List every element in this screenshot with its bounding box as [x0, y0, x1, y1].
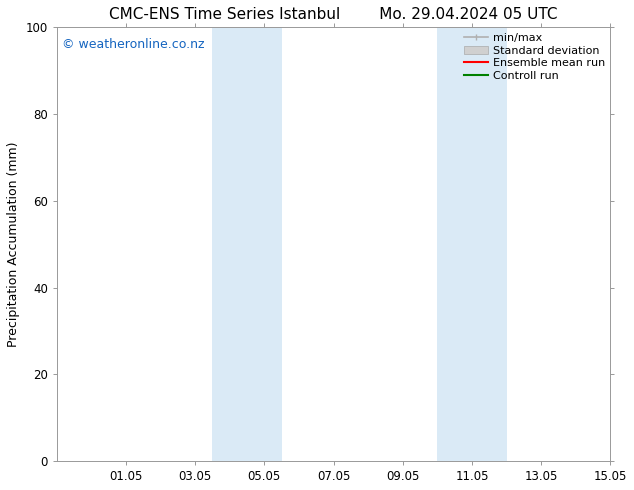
Title: CMC-ENS Time Series Istanbul        Mo. 29.04.2024 05 UTC: CMC-ENS Time Series Istanbul Mo. 29.04.2… — [109, 7, 558, 22]
Legend: min/max, Standard deviation, Ensemble mean run, Controll run: min/max, Standard deviation, Ensemble me… — [462, 30, 607, 83]
Y-axis label: Precipitation Accumulation (mm): Precipitation Accumulation (mm) — [7, 142, 20, 347]
Bar — [212, 27, 281, 461]
Text: © weatheronline.co.nz: © weatheronline.co.nz — [62, 38, 205, 51]
Bar — [437, 27, 507, 461]
